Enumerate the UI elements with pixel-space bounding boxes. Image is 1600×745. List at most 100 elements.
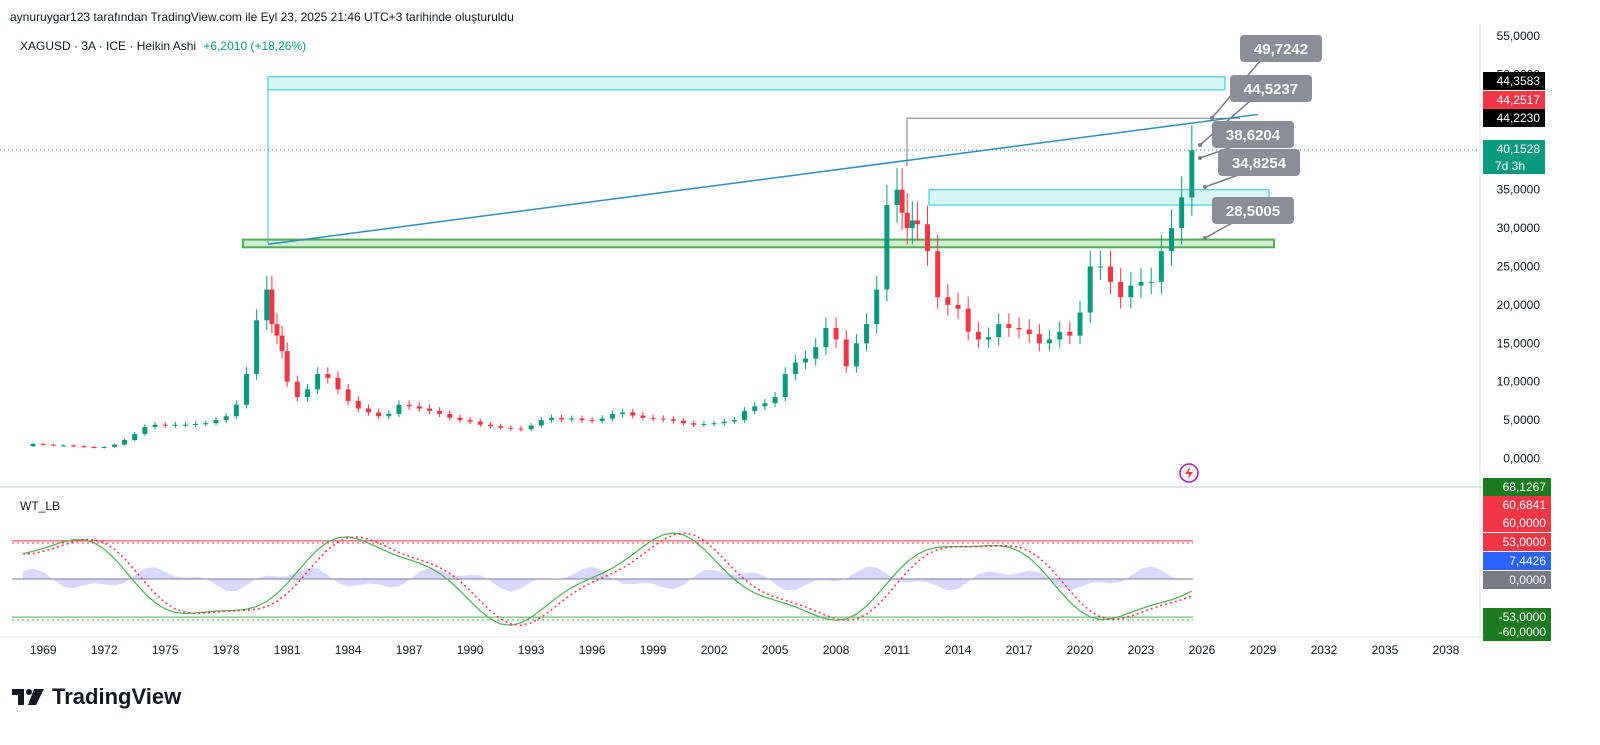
osc-wt2-line — [22, 532, 1193, 627]
time-axis-tick: 1990 — [457, 643, 484, 657]
candle — [50, 444, 56, 446]
candle — [386, 413, 392, 417]
candle — [864, 324, 870, 344]
candle — [315, 374, 321, 390]
callout-label: 49,7242 — [1254, 41, 1308, 58]
candle — [518, 428, 524, 430]
price-axis-tick: 55,0000 — [1497, 29, 1541, 43]
candle — [111, 444, 117, 447]
candle — [935, 251, 941, 298]
callout-anchor — [1203, 236, 1207, 240]
callout-label: 44,5237 — [1244, 81, 1298, 98]
candle — [71, 445, 77, 447]
price-tag — [1483, 140, 1545, 158]
candle — [152, 424, 158, 428]
candle — [1036, 334, 1042, 344]
candle — [1138, 281, 1144, 286]
time-axis-tick: 2029 — [1250, 643, 1277, 657]
price-axis-tick: 20,0000 — [1497, 298, 1541, 312]
price-tag-label: 44,2230 — [1497, 111, 1541, 125]
callout-anchor — [1203, 185, 1207, 189]
candle — [406, 404, 412, 407]
time-axis-tick: 1999 — [640, 643, 667, 657]
candle — [376, 412, 382, 417]
time-axis-tick: 1987 — [396, 643, 423, 657]
callout-anchor — [1198, 143, 1202, 147]
candle — [40, 443, 46, 445]
countdown-label: 7d 3h — [1495, 159, 1525, 173]
candle — [650, 417, 656, 419]
time-axis-tick: 1996 — [579, 643, 606, 657]
candle — [355, 400, 361, 409]
candle — [416, 406, 422, 409]
symbol-legend[interactable]: XAGUSD · 3A · ICE · Heikin Ashi +6,2010 … — [20, 39, 306, 53]
candle — [640, 415, 646, 418]
candle — [975, 331, 981, 340]
candle — [1016, 327, 1022, 330]
osc-tag — [1483, 514, 1551, 532]
support-zone — [242, 238, 1275, 249]
candle — [294, 381, 300, 398]
candle — [243, 374, 249, 405]
candle — [325, 374, 331, 378]
tradingview-logo-icon — [12, 689, 44, 705]
candle — [1108, 266, 1114, 282]
osc-tag — [1483, 478, 1551, 496]
bolt-icon[interactable] — [1178, 462, 1200, 484]
price-axis-tick: 15,0000 — [1497, 336, 1541, 350]
candle — [1047, 339, 1053, 344]
candle — [843, 339, 849, 367]
candle — [437, 410, 443, 414]
candle — [274, 324, 280, 336]
tradingview-logo[interactable]: TradingView — [12, 684, 181, 710]
candle — [1118, 281, 1124, 298]
callout-anchor — [1198, 156, 1202, 160]
candle — [365, 408, 371, 413]
candle — [122, 440, 128, 445]
candle — [1179, 197, 1185, 229]
candle — [61, 445, 67, 447]
candle — [884, 205, 890, 290]
candle — [1077, 312, 1083, 336]
candle — [213, 420, 219, 424]
callout-box — [1240, 35, 1322, 62]
candle — [233, 404, 239, 417]
candle — [630, 412, 636, 416]
callout-box — [1230, 75, 1312, 102]
candle — [853, 343, 859, 367]
candle — [132, 433, 138, 441]
candle — [269, 289, 275, 325]
callout-box — [1218, 149, 1300, 176]
candle — [670, 419, 676, 421]
symbol-change: +6,2010 (+18,26%) — [203, 39, 307, 53]
osc-tag-label: 60,0000 — [1503, 516, 1547, 530]
candle — [772, 397, 778, 404]
candle — [589, 420, 595, 422]
time-axis-tick: 2026 — [1189, 643, 1216, 657]
callout-pointer — [1199, 146, 1233, 159]
symbol-name: XAGUSD · 3A · ICE · Heikin Ashi — [20, 39, 197, 53]
candle — [162, 424, 168, 426]
candle — [1087, 266, 1093, 313]
candle — [396, 404, 402, 414]
price-tag — [1483, 109, 1545, 127]
candle — [681, 420, 687, 424]
candle — [538, 420, 544, 426]
indicator-name[interactable]: WT_LB — [20, 499, 61, 513]
candle — [81, 446, 87, 448]
candle — [701, 423, 707, 425]
candle — [914, 220, 920, 225]
price-axis-tick: 10,0000 — [1497, 375, 1541, 389]
price-tag — [1483, 91, 1545, 109]
candle — [193, 423, 199, 425]
candle — [742, 410, 748, 421]
candle — [1128, 285, 1134, 298]
callout-label: 38,6204 — [1226, 127, 1281, 144]
candle — [279, 335, 285, 351]
candle — [579, 418, 585, 421]
candle — [528, 425, 534, 430]
osc-tag-label: 68,1267 — [1503, 480, 1547, 494]
candle — [925, 224, 931, 252]
candle — [467, 420, 473, 422]
